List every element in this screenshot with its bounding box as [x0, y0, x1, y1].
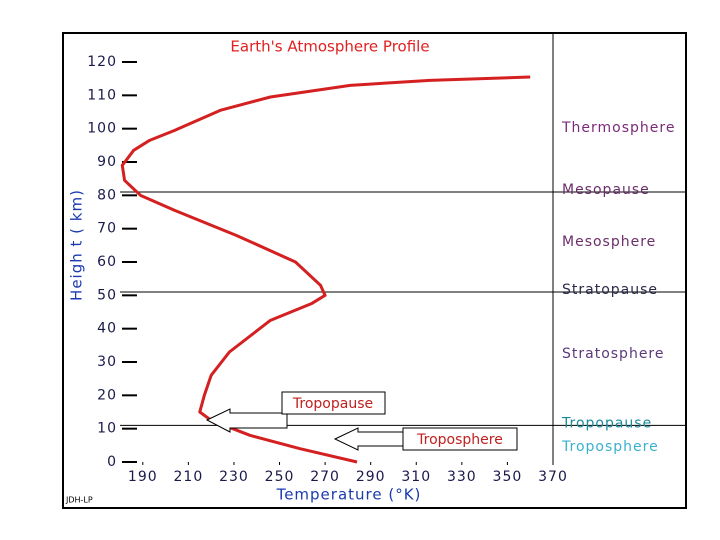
y-tick-label: 10 [97, 421, 117, 437]
y-tick-label: 0 [107, 454, 117, 470]
region-label: Stratopause [562, 282, 658, 298]
region-label: Stratosphere [562, 346, 665, 362]
x-tick-label: 270 [310, 469, 340, 485]
y-tick-label: 80 [97, 187, 117, 203]
region-label: Mesosphere [562, 234, 656, 250]
arrow [205, 408, 288, 433]
callout-text: Troposphere [416, 432, 503, 448]
x-tick-label: 330 [447, 469, 477, 485]
callout-arrows: Tropopause Troposphere [205, 391, 518, 451]
x-tick-label: 370 [538, 469, 568, 485]
y-tick-label: 100 [87, 121, 117, 137]
callout-box [402, 427, 518, 451]
y-tick-label: 90 [97, 154, 117, 170]
region-label: Troposphere [561, 439, 659, 455]
y-tick-label: 120 [87, 54, 117, 70]
region-label: Mesopause [562, 182, 650, 198]
region-label: Tropopause [561, 415, 652, 431]
y-tick-label: 40 [97, 321, 117, 337]
y-tick-label: 20 [97, 387, 117, 403]
callout-text: Tropopause [292, 396, 373, 412]
x-tick-label: 210 [174, 469, 204, 485]
x-tick-label: 350 [493, 469, 523, 485]
x-tick-label: 250 [265, 469, 295, 485]
callout-box [281, 391, 386, 415]
x-tick-label: 290 [356, 469, 386, 485]
frame [62, 32, 687, 509]
credit: JDH-LP [65, 496, 93, 505]
y-tick-label: 110 [87, 87, 117, 103]
y-tick-label: 50 [97, 287, 117, 303]
y-tick-label: 30 [97, 354, 117, 370]
y-axis-label: Heigh t ( km) [68, 189, 86, 301]
profile-line [120, 75, 531, 464]
region-label: Thermosphere [561, 120, 675, 136]
x-tick-label: 310 [401, 469, 431, 485]
chart-title: Earth's Atmosphere Profile [230, 38, 429, 56]
x-tick-label: 190 [128, 469, 158, 485]
x-axis-label: Temperature (°K) [276, 486, 422, 504]
x-tick-label: 230 [219, 469, 249, 485]
y-tick-label: 70 [97, 221, 117, 237]
y-tick-label: 60 [97, 254, 117, 270]
